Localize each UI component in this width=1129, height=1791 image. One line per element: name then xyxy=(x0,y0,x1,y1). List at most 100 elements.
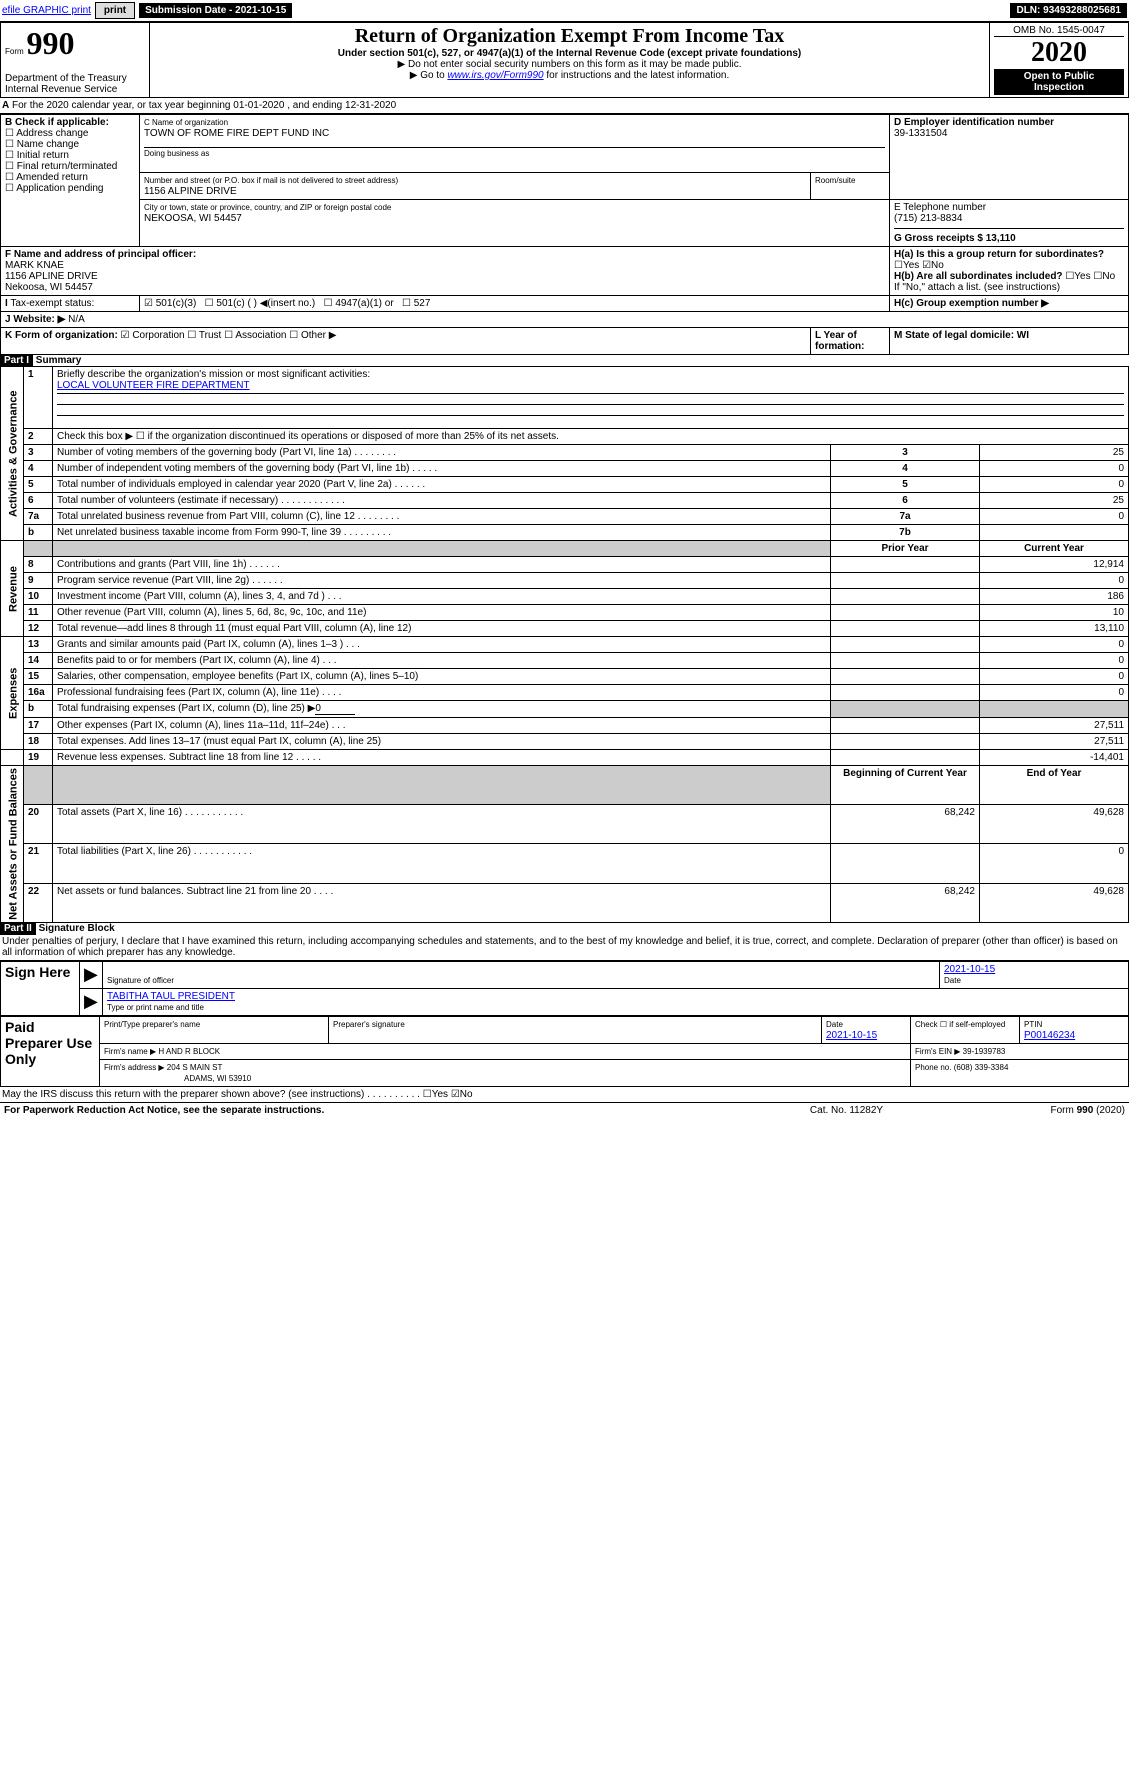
q9: Program service revenue (Part VIII, line… xyxy=(53,573,831,589)
v18: 27,511 xyxy=(980,734,1129,750)
toolbar: efile GRAPHIC print print Submission Dat… xyxy=(0,0,1129,22)
sign-here: Sign Here xyxy=(1,961,80,1015)
officer-printed: TABITHA TAUL PRESIDENT xyxy=(107,991,235,1002)
addr-hdr: Number and street (or P.O. box if mail i… xyxy=(144,176,398,185)
print-button[interactable]: print xyxy=(95,2,135,19)
dba-hdr: Doing business as xyxy=(144,149,209,158)
chk-pending[interactable]: ☐ Application pending xyxy=(5,183,104,194)
v9: 0 xyxy=(980,573,1129,589)
firm-addr: Firm's address ▶ 204 S MAIN ST xyxy=(104,1063,222,1072)
q1: Briefly describe the organization's miss… xyxy=(57,369,370,380)
dln: DLN: 93493288025681 xyxy=(1010,3,1127,18)
q1-value[interactable]: LOCAL VOLUNTEER FIRE DEPARTMENT xyxy=(57,380,250,391)
v6: 25 xyxy=(980,493,1129,509)
declaration: Under penalties of perjury, I declare th… xyxy=(0,934,1129,961)
tax-year-line: For the 2020 calendar year, or tax year … xyxy=(12,100,396,111)
v15: 0 xyxy=(980,669,1129,685)
v19: -14,401 xyxy=(980,750,1129,766)
form-title: Return of Organization Exempt From Incom… xyxy=(154,25,985,48)
side-activities: Activities & Governance xyxy=(1,367,24,541)
q3: Number of voting members of the governin… xyxy=(53,445,831,461)
chk-final[interactable]: ☐ Final return/terminated xyxy=(5,161,117,172)
v8: 12,914 xyxy=(980,557,1129,573)
q16b: Total fundraising expenses (Part IX, col… xyxy=(53,701,831,718)
q10: Investment income (Part VIII, column (A)… xyxy=(53,589,831,605)
self-emp[interactable]: Check ☐ if self-employed xyxy=(915,1020,1005,1029)
e21: 0 xyxy=(980,844,1129,883)
omb: OMB No. 1545-0047 xyxy=(994,25,1124,37)
hb: H(b) Are all subordinates included? xyxy=(894,271,1063,282)
part-i-table: Activities & Governance 1 Briefly descri… xyxy=(0,366,1129,923)
q11: Other revenue (Part VIII, column (A), li… xyxy=(53,605,831,621)
chk-name[interactable]: ☐ Name change xyxy=(5,139,79,150)
q6: Total number of volunteers (estimate if … xyxy=(53,493,831,509)
type-print: Type or print name and title xyxy=(107,1003,204,1012)
end-year: End of Year xyxy=(1027,768,1082,779)
current-year: Current Year xyxy=(1024,543,1084,554)
q4: Number of independent voting members of … xyxy=(53,461,831,477)
d-hdr: D Employer identification number xyxy=(894,117,1054,128)
side-netassets: Net Assets or Fund Balances xyxy=(1,766,24,923)
officer-addr2: Nekoosa, WI 54457 xyxy=(5,282,93,293)
v16a: 0 xyxy=(980,685,1129,701)
prep-date-hdr: Date xyxy=(826,1020,843,1029)
q7a: Total unrelated business revenue from Pa… xyxy=(53,509,831,525)
paid-preparer-block: Paid Preparer Use Only Print/Type prepar… xyxy=(0,1016,1129,1087)
street: 1156 ALPINE DRIVE xyxy=(144,186,237,197)
ein: 39-1331504 xyxy=(894,128,947,139)
hc: H(c) Group exemption number ▶ xyxy=(894,298,1049,309)
form-label: Form xyxy=(5,47,24,56)
l-hdr: L Year of formation: xyxy=(815,330,864,352)
v5: 0 xyxy=(980,477,1129,493)
q5: Total number of individuals employed in … xyxy=(53,477,831,493)
part-i-title: Summary xyxy=(36,355,82,366)
4947: 4947(a)(1) or xyxy=(335,298,393,309)
ssn-note: ▶ Do not enter social security numbers o… xyxy=(154,59,985,70)
chk-initial[interactable]: ☐ Initial return xyxy=(5,150,69,161)
q21: Total liabilities (Part X, line 26) . . … xyxy=(53,844,831,883)
v10: 186 xyxy=(980,589,1129,605)
prep-name-hdr: Print/Type preparer's name xyxy=(104,1020,200,1029)
pra-notice: For Paperwork Reduction Act Notice, see … xyxy=(4,1105,324,1116)
q12: Total revenue—add lines 8 through 11 (mu… xyxy=(53,621,831,637)
501c: 501(c) ( ) ◀(insert no.) xyxy=(216,298,315,309)
irs-gov-link[interactable]: www.irs.gov/Form990 xyxy=(447,70,543,81)
chk-amended[interactable]: ☐ Amended return xyxy=(5,172,88,183)
firm-phone: Phone no. (608) 339-3384 xyxy=(915,1063,1008,1072)
entity-block: B Check if applicable: ☐ Address change … xyxy=(0,114,1129,355)
q7b: Net unrelated business taxable income fr… xyxy=(53,525,831,541)
city: NEKOOSA, WI 54457 xyxy=(144,213,242,224)
beg-year: Beginning of Current Year xyxy=(843,768,967,779)
officer-addr1: 1156 APLINE DRIVE xyxy=(5,271,98,282)
website: N/A xyxy=(68,314,85,325)
prep-date: 2021-10-15 xyxy=(826,1030,877,1041)
q19: Revenue less expenses. Subtract line 18 … xyxy=(53,750,831,766)
hb-note: If "No," attach a list. (see instruction… xyxy=(894,282,1060,293)
form-990: 990 xyxy=(26,25,74,61)
q16a: Professional fundraising fees (Part IX, … xyxy=(53,685,831,701)
j-hdr: Website: ▶ xyxy=(13,314,65,325)
g-gross: G Gross receipts $ 13,110 xyxy=(894,233,1016,244)
firm-addr2: ADAMS, WI 53910 xyxy=(184,1074,251,1083)
org-name: TOWN OF ROME FIRE DEPT FUND INC xyxy=(144,128,329,139)
firm-ein: Firm's EIN ▶ 39-1939783 xyxy=(915,1047,1005,1056)
q22: Net assets or fund balances. Subtract li… xyxy=(53,883,831,922)
q13: Grants and similar amounts paid (Part IX… xyxy=(53,637,831,653)
phone: (715) 213-8834 xyxy=(894,213,962,224)
b21 xyxy=(831,844,980,883)
city-hdr: City or town, state or province, country… xyxy=(144,203,391,212)
v12: 13,110 xyxy=(980,621,1129,637)
v4: 0 xyxy=(980,461,1129,477)
open-public: Open to PublicInspection xyxy=(994,69,1124,95)
efile-link[interactable]: efile GRAPHIC print xyxy=(2,5,91,16)
room-hdr: Room/suite xyxy=(815,176,855,185)
ptin-hdr: PTIN xyxy=(1024,1020,1042,1029)
i-hdr: Tax-exempt status: xyxy=(10,298,94,309)
v7a: 0 xyxy=(980,509,1129,525)
dept-treasury: Department of the Treasury xyxy=(5,73,127,84)
chk-address[interactable]: ☐ Address change xyxy=(5,128,88,139)
501c3: 501(c)(3) xyxy=(156,298,197,309)
q17: Other expenses (Part IX, column (A), lin… xyxy=(53,718,831,734)
part-i-hdr: Part I xyxy=(0,354,33,367)
form-footer: Form 990 (2020) xyxy=(1051,1105,1125,1116)
